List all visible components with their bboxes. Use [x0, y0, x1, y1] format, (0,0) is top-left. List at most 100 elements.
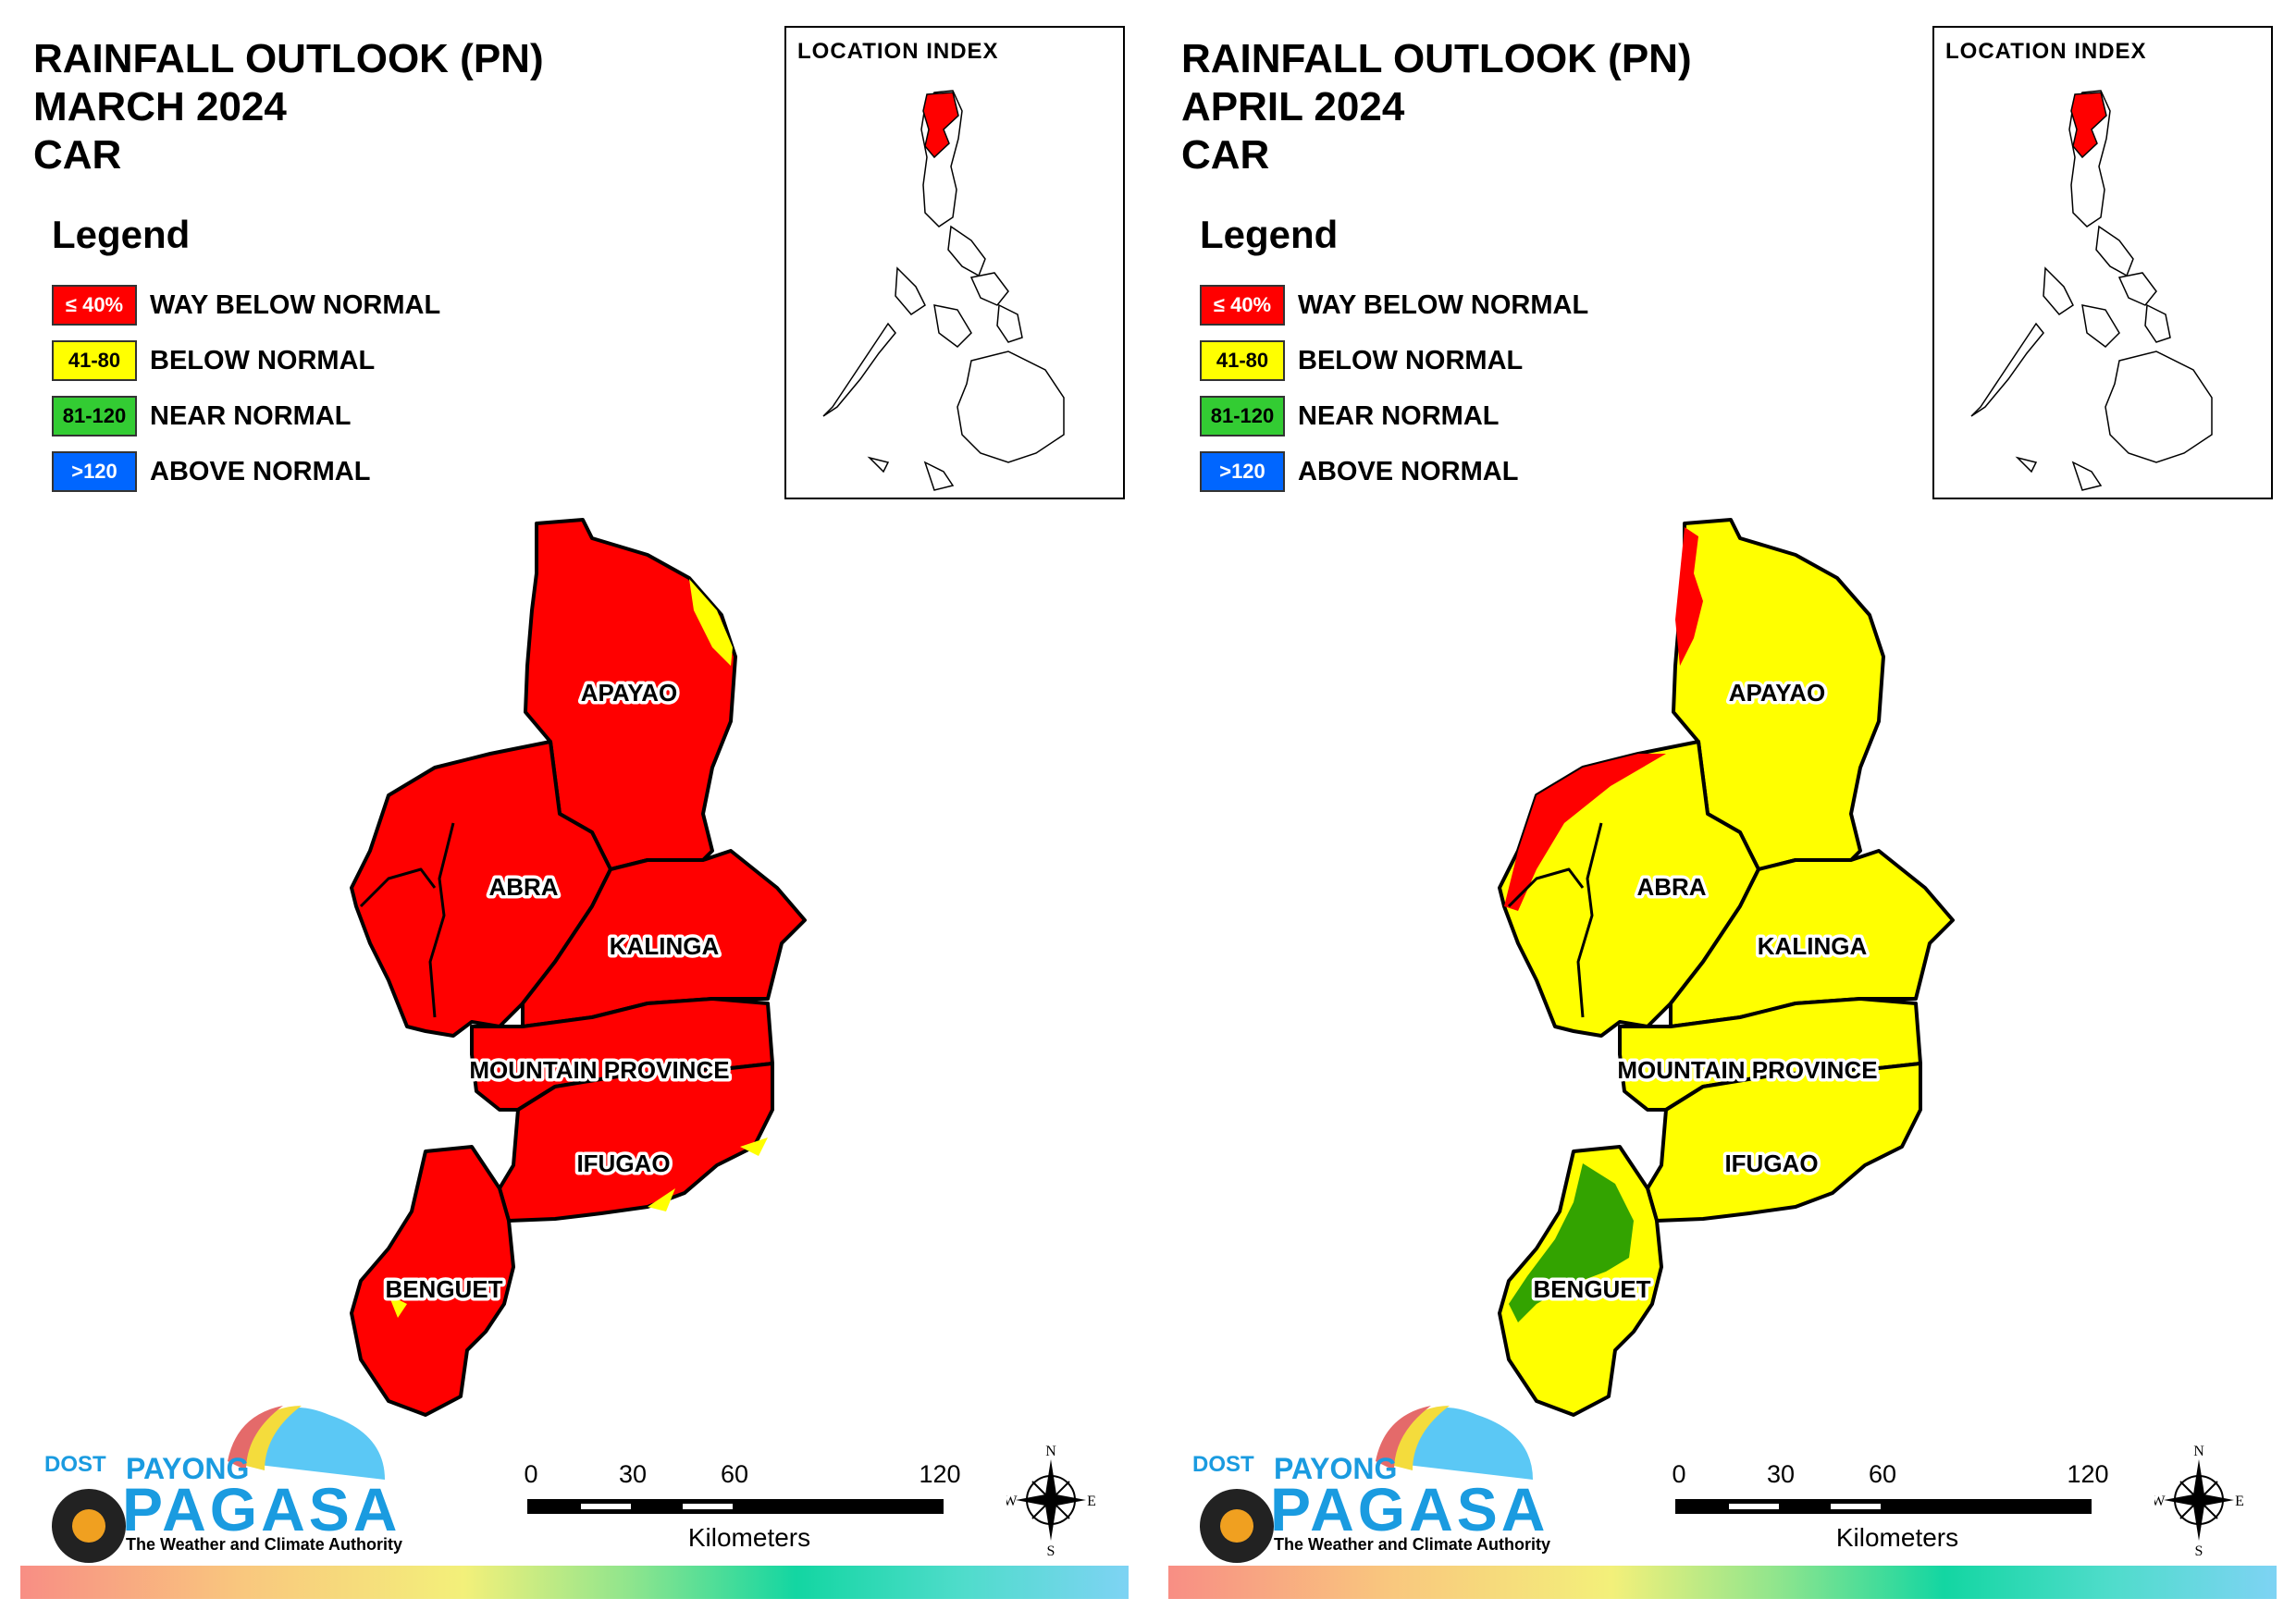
logo-tagline: The Weather and Climate Authority	[1274, 1535, 1551, 1554]
legend-item-near-normal: 81-120 NEAR NORMAL	[1200, 388, 1588, 444]
logo-tagline: The Weather and Climate Authority	[126, 1535, 403, 1554]
car-province-map: APAYAO ABRA KALINGA MOUNTAIN PROVINCE IF…	[350, 518, 807, 1417]
car-province-map: APAYAO ABRA KALINGA MOUNTAIN PROVINCE IF…	[1498, 518, 1955, 1417]
compass-n: N	[1045, 1444, 1056, 1459]
legend-swatch: 81-120	[1200, 396, 1285, 436]
province-ifugao	[1646, 1062, 1922, 1223]
legend-label: NEAR NORMAL	[150, 400, 352, 431]
umbrella-logo-icon	[52, 1406, 385, 1563]
legend-swatch: 81-120	[52, 396, 137, 436]
location-index-inset: LOCATION INDEX	[1932, 26, 2273, 499]
legend-swatch: ≤ 40%	[52, 285, 137, 326]
title-line-3: CAR	[1181, 132, 1270, 178]
label-mountain-province: MOUNTAIN PROVINCE	[1617, 1056, 1877, 1084]
legend-item-near-normal: 81-120 NEAR NORMAL	[52, 388, 440, 444]
pagasa-logo: DOST PAYONG PAGASA The Weather and Clima…	[1181, 1387, 1551, 1568]
legend-swatch: 41-80	[1200, 340, 1285, 381]
logo-payong-text: PAYONG	[1274, 1452, 1398, 1485]
title-line-2: MARCH 2024	[33, 84, 287, 129]
scale-tick-0: 0	[524, 1460, 538, 1488]
scale-tick-60: 60	[1868, 1460, 1897, 1488]
scale-tick-30: 30	[1766, 1460, 1796, 1488]
province-map-april: APAYAO ABRA KALINGA MOUNTAIN PROVINCE IF…	[1148, 499, 2296, 1429]
scale-unit: Kilometers	[687, 1523, 811, 1552]
legend-item-below-normal: 41-80 BELOW NORMAL	[52, 333, 440, 388]
title-line-1: RAINFALL OUTLOOK (PN)	[33, 36, 544, 81]
compass-rose-icon: N S W E	[1003, 1443, 1095, 1559]
legend: Legend ≤ 40% WAY BELOW NORMAL 41-80 BELO…	[52, 213, 440, 499]
province-apayao	[524, 518, 737, 871]
legend-label: WAY BELOW NORMAL	[1298, 289, 1589, 320]
legend-heading: Legend	[52, 213, 191, 256]
label-abra: ABRA	[1636, 873, 1706, 901]
title-line-3: CAR	[33, 132, 122, 178]
province-map-march: APAYAO ABRA KALINGA MOUNTAIN PROVINCE IF…	[0, 499, 1148, 1429]
province-kalinga	[1669, 849, 1955, 1028]
logo-pagasa-text: PAGASA	[122, 1475, 401, 1543]
logo-pagasa-text: PAGASA	[1270, 1475, 1549, 1543]
gradient-bar	[1168, 1566, 2277, 1599]
legend-label: WAY BELOW NORMAL	[150, 289, 441, 320]
label-ifugao: IFUGAO	[576, 1150, 670, 1177]
gradient-bar	[20, 1566, 1129, 1599]
title-line-1: RAINFALL OUTLOOK (PN)	[1181, 36, 1692, 81]
map-panel-march: RAINFALL OUTLOOK (PN) MARCH 2024 CAR Leg…	[0, 26, 1148, 1599]
compass-s: S	[1047, 1543, 1055, 1557]
scale-tick-120: 120	[919, 1460, 961, 1488]
legend-label: BELOW NORMAL	[1298, 345, 1524, 375]
philippines-outline-map	[822, 90, 1065, 491]
umbrella-logo-icon	[1200, 1406, 1533, 1563]
label-kalinga: KALINGA	[1758, 932, 1868, 960]
province-apayao	[1672, 518, 1885, 871]
scale-bar-graphic	[527, 1499, 944, 1514]
scale-bar: 0 30 60 120 Kilometers	[1672, 1457, 2119, 1558]
inset-title: LOCATION INDEX	[1945, 39, 2147, 64]
scale-unit: Kilometers	[1835, 1523, 1959, 1552]
logo-dost-text: DOST	[44, 1452, 106, 1477]
legend-item-above-normal: >120 ABOVE NORMAL	[1200, 444, 1588, 499]
scale-tick-0: 0	[1672, 1460, 1686, 1488]
legend-heading: Legend	[1200, 213, 1339, 256]
compass-s: S	[2195, 1543, 2203, 1557]
compass-w: W	[1006, 1494, 1018, 1509]
legend-label: BELOW NORMAL	[150, 345, 376, 375]
scale-tick-30: 30	[618, 1460, 648, 1488]
scale-tick-120: 120	[2067, 1460, 2109, 1488]
map-title: RAINFALL OUTLOOK (PN) APRIL 2024 CAR	[1181, 35, 1692, 179]
legend-label: NEAR NORMAL	[1298, 400, 1500, 431]
legend-label: ABOVE NORMAL	[150, 456, 371, 486]
legend-label: ABOVE NORMAL	[1298, 456, 1519, 486]
scale-tick-60: 60	[720, 1460, 749, 1488]
legend: Legend ≤ 40% WAY BELOW NORMAL 41-80 BELO…	[1200, 213, 1588, 499]
legend-swatch: ≤ 40%	[1200, 285, 1285, 326]
legend-item-way-below-normal: ≤ 40% WAY BELOW NORMAL	[1200, 277, 1588, 333]
label-benguet: BENGUET	[1533, 1275, 1650, 1303]
label-kalinga: KALINGA	[610, 932, 720, 960]
map-title: RAINFALL OUTLOOK (PN) MARCH 2024 CAR	[33, 35, 544, 179]
logo-payong-text: PAYONG	[126, 1452, 250, 1485]
legend-swatch: >120	[1200, 451, 1285, 492]
map-panel-april: RAINFALL OUTLOOK (PN) APRIL 2024 CAR Leg…	[1148, 0, 2296, 1623]
pagasa-logo: DOST PAYONG PAGASA The Weather and Clima…	[33, 1387, 403, 1568]
legend-swatch: 41-80	[52, 340, 137, 381]
label-ifugao: IFUGAO	[1724, 1150, 1818, 1177]
legend-item-below-normal: 41-80 BELOW NORMAL	[1200, 333, 1588, 388]
label-apayao: APAYAO	[1729, 679, 1826, 707]
compass-e: E	[2235, 1494, 2243, 1509]
label-benguet: BENGUET	[385, 1275, 502, 1303]
label-apayao: APAYAO	[581, 679, 678, 707]
scale-bar-graphic	[1675, 1499, 2092, 1514]
title-line-2: APRIL 2024	[1181, 84, 1405, 129]
scale-bar: 0 30 60 120 Kilometers	[524, 1457, 971, 1558]
legend-item-way-below-normal: ≤ 40% WAY BELOW NORMAL	[52, 277, 440, 333]
province-benguet	[350, 1145, 515, 1417]
location-index-inset: LOCATION INDEX	[784, 26, 1125, 499]
label-abra: ABRA	[488, 873, 558, 901]
label-mountain-province: MOUNTAIN PROVINCE	[469, 1056, 729, 1084]
logo-dost-text: DOST	[1192, 1452, 1254, 1477]
compass-n: N	[2193, 1444, 2204, 1459]
compass-e: E	[1087, 1494, 1095, 1509]
province-kalinga	[521, 849, 807, 1028]
legend-swatch: >120	[52, 451, 137, 492]
compass-w: W	[2154, 1494, 2166, 1509]
